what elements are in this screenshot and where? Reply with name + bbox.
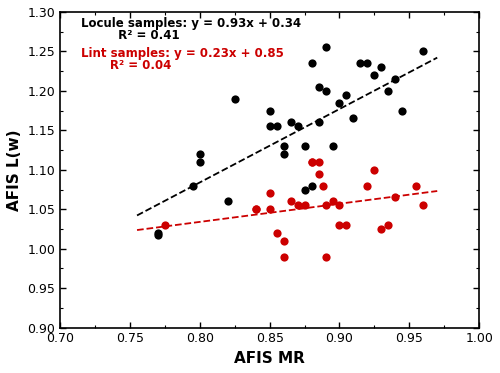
Point	[272, 230, 280, 236]
Point	[300, 202, 308, 208]
Point	[280, 238, 287, 244]
Point	[154, 232, 162, 238]
Point	[154, 230, 162, 236]
Point	[378, 226, 386, 232]
Point	[286, 198, 294, 204]
Text: R² = 0.04: R² = 0.04	[81, 59, 172, 72]
Point	[420, 202, 428, 208]
Point	[322, 202, 330, 208]
Point	[318, 183, 326, 189]
Point	[336, 202, 344, 208]
Point	[266, 108, 274, 114]
Point	[266, 206, 274, 212]
Point	[294, 123, 302, 129]
Point	[189, 183, 197, 189]
Point	[224, 198, 232, 204]
Point	[300, 143, 308, 149]
Point	[294, 202, 302, 208]
Text: Lint samples: y = 0.23x + 0.85: Lint samples: y = 0.23x + 0.85	[81, 47, 284, 60]
Point	[364, 60, 372, 66]
Point	[322, 254, 330, 260]
Point	[314, 119, 322, 125]
Point	[384, 222, 392, 228]
Point	[196, 159, 204, 165]
Point	[280, 143, 287, 149]
Point	[350, 116, 358, 122]
Point	[308, 60, 316, 66]
Point	[308, 183, 316, 189]
Point	[336, 222, 344, 228]
Point	[328, 198, 336, 204]
Point	[286, 119, 294, 125]
Point	[280, 254, 287, 260]
Point	[280, 151, 287, 157]
Point	[336, 100, 344, 106]
Point	[231, 96, 239, 102]
Point	[420, 48, 428, 54]
Point	[342, 92, 350, 98]
Point	[266, 191, 274, 197]
Point	[370, 167, 378, 173]
Point	[196, 151, 204, 157]
X-axis label: AFIS MR: AFIS MR	[234, 351, 305, 366]
Point	[314, 84, 322, 90]
Point	[314, 159, 322, 165]
Point	[392, 194, 400, 200]
Point	[392, 76, 400, 82]
Point	[266, 123, 274, 129]
Point	[378, 64, 386, 70]
Point	[328, 143, 336, 149]
Point	[364, 183, 372, 189]
Point	[308, 159, 316, 165]
Point	[161, 222, 169, 228]
Point	[342, 222, 350, 228]
Text: Locule samples: y = 0.93x + 0.34: Locule samples: y = 0.93x + 0.34	[81, 18, 302, 31]
Y-axis label: AFIS L(w): AFIS L(w)	[7, 129, 22, 210]
Point	[322, 88, 330, 94]
Text: R² = 0.41: R² = 0.41	[81, 29, 180, 42]
Point	[356, 60, 364, 66]
Point	[252, 206, 260, 212]
Point	[314, 171, 322, 177]
Point	[308, 159, 316, 165]
Point	[370, 72, 378, 78]
Point	[384, 88, 392, 94]
Point	[398, 108, 406, 114]
Point	[322, 44, 330, 50]
Point	[412, 183, 420, 189]
Point	[252, 206, 260, 212]
Point	[272, 123, 280, 129]
Point	[300, 186, 308, 192]
